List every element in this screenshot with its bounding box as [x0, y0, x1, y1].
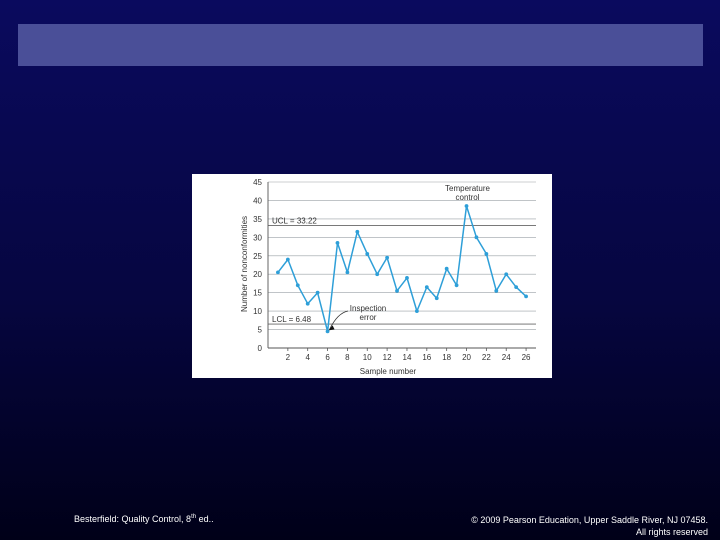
data-point	[504, 272, 509, 277]
x-tick-label: 22	[482, 353, 491, 362]
annotation-temperature-control: control	[456, 193, 480, 202]
y-tick-label: 35	[253, 215, 262, 224]
data-point	[414, 309, 419, 314]
y-tick-label: 40	[253, 196, 262, 205]
data-point	[345, 270, 350, 275]
data-point	[285, 257, 290, 262]
x-tick-label: 18	[442, 353, 451, 362]
data-point	[295, 283, 300, 288]
data-point	[484, 252, 489, 256]
series-layer	[276, 204, 528, 334]
x-tick-label: 2	[286, 353, 291, 362]
footer-citation-suffix: ed..	[196, 514, 214, 524]
y-tick-label: 5	[258, 326, 263, 335]
data-point	[276, 270, 280, 275]
y-tick-label: 25	[253, 252, 262, 261]
lcl-label: LCL = 6.48	[272, 315, 312, 324]
footer-copyright: © 2009 Pearson Education, Upper Saddle R…	[471, 514, 708, 538]
data-point	[464, 204, 469, 208]
data-point	[325, 329, 330, 334]
data-point	[365, 252, 370, 256]
annotation-temperature-control: Temperature	[445, 184, 490, 193]
y-tick-label: 20	[253, 270, 262, 279]
data-point	[405, 276, 409, 280]
data-point	[434, 296, 439, 301]
x-tick-label: 8	[345, 353, 350, 362]
footer-copyright-line2: All rights reserved	[635, 527, 708, 537]
annotation-inspection-error: Inspection	[350, 304, 386, 313]
data-point	[385, 255, 390, 260]
y-tick-label: 45	[253, 178, 262, 187]
data-point	[375, 272, 380, 277]
x-tick-label: 24	[502, 353, 511, 362]
data-point	[395, 288, 399, 293]
footer-citation-text: Besterfield: Quality Control, 8	[74, 514, 192, 524]
annotation-arrowhead	[328, 325, 335, 331]
y-tick-label: 10	[253, 307, 262, 316]
data-point	[305, 301, 310, 306]
series-line	[277, 205, 527, 333]
chart-svg: UCL = 33.22 LCL = 6.48 0 5 10 15 20 25 30 35 40 45…	[240, 178, 536, 376]
data-point	[454, 283, 459, 288]
control-limits: UCL = 33.22 LCL = 6.48	[268, 216, 536, 325]
data-point	[424, 285, 429, 290]
y-tick-label: 15	[253, 289, 262, 298]
data-point	[444, 266, 449, 271]
footer-citation: Besterfield: Quality Control, 8th ed..	[74, 514, 214, 524]
annotation-inspection-error: error	[360, 313, 377, 322]
ucl-label: UCL = 33.22	[272, 216, 317, 225]
control-chart: UCL = 33.22 LCL = 6.48 0 5 10 15 20 25 30 35 40 45…	[192, 174, 552, 378]
data-point	[474, 235, 479, 240]
data-point	[524, 294, 528, 299]
y-axis-label: Number of nonconformities	[240, 216, 249, 312]
data-point	[494, 288, 499, 293]
slide-title-bar	[18, 24, 703, 66]
x-tick-label: 20	[462, 353, 471, 362]
data-point	[355, 229, 360, 234]
data-point	[514, 285, 519, 290]
data-point	[335, 240, 340, 245]
x-tick-label: 26	[522, 353, 531, 362]
x-tick-label: 4	[305, 353, 310, 362]
y-tick-label: 0	[258, 344, 263, 353]
x-tick-label: 10	[363, 353, 372, 362]
data-point	[315, 290, 320, 295]
x-tick-label: 6	[325, 353, 330, 362]
x-tick-label: 14	[403, 353, 412, 362]
gridlines	[268, 181, 536, 349]
x-axis-label: Sample number	[360, 367, 417, 376]
y-tick-label: 30	[253, 233, 262, 242]
footer-copyright-line1: © 2009 Pearson Education, Upper Saddle R…	[471, 515, 708, 525]
x-tick-label: 16	[422, 353, 431, 362]
footer-citation-sup: th	[191, 514, 197, 520]
annotation-arrow	[329, 310, 349, 330]
x-tick-label: 12	[383, 353, 392, 362]
